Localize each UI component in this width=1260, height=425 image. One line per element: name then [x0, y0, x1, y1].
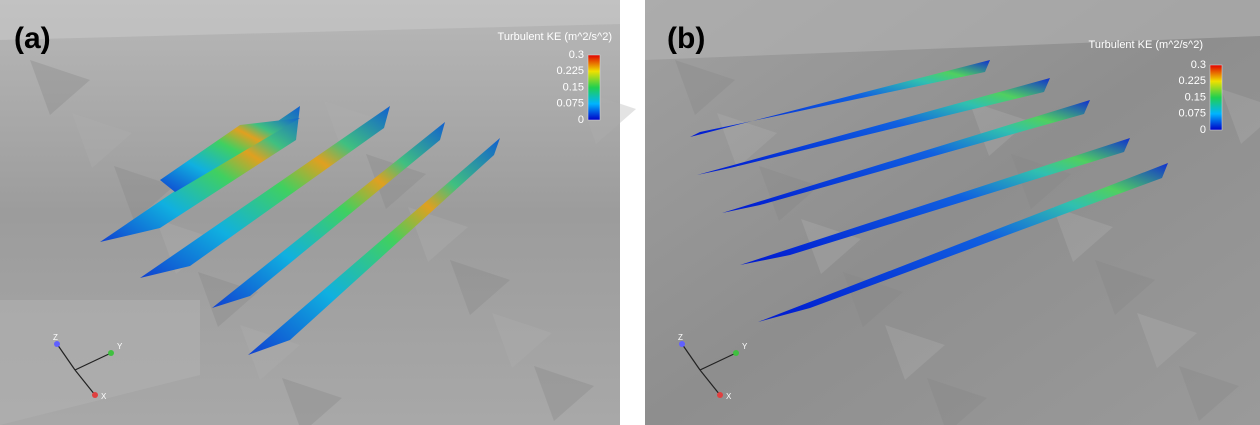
- colorbar-tick-label: 0.15: [1185, 91, 1206, 103]
- colorbar-tick-label: 0.3: [1191, 59, 1206, 71]
- axis-label: Z: [53, 333, 58, 342]
- colorbar: [1210, 65, 1222, 130]
- axis-tip: [717, 392, 723, 398]
- axis-label: X: [726, 392, 732, 401]
- axis-label: Y: [117, 342, 123, 351]
- axis-tip: [733, 350, 739, 356]
- panel-label: (a): [14, 22, 51, 55]
- axis-label: Z: [678, 333, 683, 342]
- colorbar-title: Turbulent KE (m^2/s^2): [498, 31, 612, 43]
- colorbar-tick-label: 0.075: [1178, 108, 1206, 120]
- figure: (a) Turbulent KE (m^2/s^2) 0.3 0.225 0.15 0.0…: [0, 0, 1260, 425]
- colorbar-tick-label: 0.075: [556, 98, 584, 110]
- axis-label: X: [101, 392, 107, 401]
- colorbar-tick-label: 0: [578, 114, 584, 126]
- colorbar-tick-label: 0.15: [563, 81, 584, 93]
- render-background: [645, 0, 1260, 425]
- colorbar: [588, 55, 600, 120]
- colorbar-title: Turbulent KE (m^2/s^2): [1089, 39, 1203, 51]
- panel-label: (b): [667, 22, 705, 55]
- colorbar-tick-label: 0.225: [556, 65, 584, 77]
- colorbar-tick-label: 0.3: [569, 49, 584, 61]
- colorbar-tick-label: 0.225: [1178, 75, 1206, 87]
- panel: (b) Turbulent KE (m^2/s^2) 0.3 0.225 0.15 0.0…: [645, 0, 1260, 425]
- axis-tip: [108, 350, 114, 356]
- axis-tip: [92, 392, 98, 398]
- axis-label: Y: [742, 342, 748, 351]
- colorbar-tick-label: 0: [1200, 124, 1206, 136]
- panel: (a) Turbulent KE (m^2/s^2) 0.3 0.225 0.15 0.0…: [0, 0, 636, 425]
